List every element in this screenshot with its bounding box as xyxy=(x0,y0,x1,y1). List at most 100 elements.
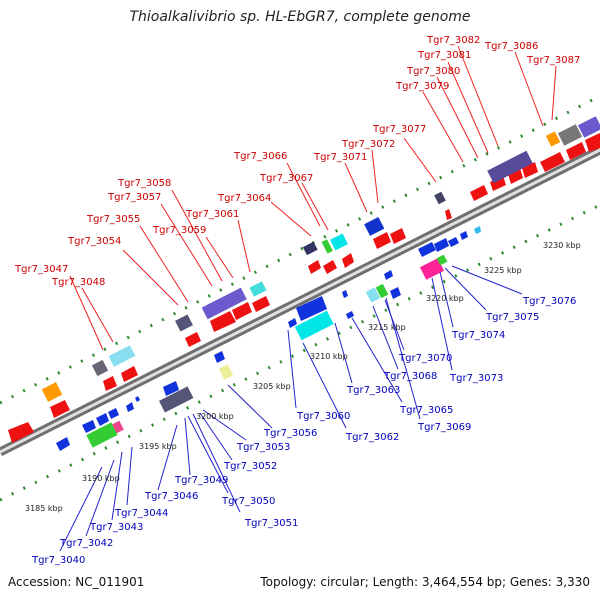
gene-label: Tgr7_3057 xyxy=(107,192,161,203)
top-gene-labels: Tgr7_3047 Tgr7_3048 Tgr7_3054 Tgr7_3055 … xyxy=(14,35,580,288)
gene-arrow xyxy=(8,422,34,443)
bottom-gene-labels: Tgr7_3040 Tgr7_3042 Tgr7_3043 Tgr7_3044 … xyxy=(31,296,576,566)
gene-arrow xyxy=(232,302,252,320)
accession-text: Accession: NC_011901 xyxy=(8,575,145,589)
gene-label: Tgr7_3044 xyxy=(114,508,168,519)
scale-label: 3195 kbp xyxy=(139,442,177,451)
gene-label: Tgr7_3081 xyxy=(417,50,471,61)
gene-arrow xyxy=(384,270,393,280)
reverse-feature-blocks xyxy=(86,254,448,448)
gene-arrow xyxy=(342,253,354,268)
gene-label: Tgr7_3071 xyxy=(313,152,367,163)
scale-label: 3220 kbp xyxy=(426,294,464,303)
gene-arrow xyxy=(474,226,481,234)
map-title: Thioalkalivibrio sp. HL-EbGR7, complete … xyxy=(129,9,471,25)
gene-arrow xyxy=(308,260,321,274)
gene-arrow xyxy=(126,402,134,412)
gene-arrow xyxy=(418,242,436,257)
reverse-guide-dots xyxy=(0,203,600,502)
scale-label: 3190 kbp xyxy=(82,474,120,483)
gene-label: Tgr7_3064 xyxy=(217,193,271,204)
top-leader-lines xyxy=(69,45,557,351)
gene-arrow xyxy=(566,142,586,160)
gene-arrow xyxy=(163,381,179,396)
scale-label: 3230 kbp xyxy=(543,241,581,250)
gene-label: Tgr7_3082 xyxy=(426,35,480,46)
gene-label: Tgr7_3066 xyxy=(233,151,287,162)
gene-label: Tgr7_3072 xyxy=(341,139,395,150)
gene-arrow xyxy=(103,376,117,391)
gene-label: Tgr7_3087 xyxy=(526,55,580,66)
gene-arrow xyxy=(434,238,449,252)
gene-arrow xyxy=(445,209,452,220)
gene-arrow xyxy=(135,396,140,402)
bottom-leader-lines xyxy=(59,265,523,552)
gene-label: Tgr7_3053 xyxy=(236,442,290,453)
gene-label: Tgr7_3079 xyxy=(395,81,449,92)
gene-label: Tgr7_3046 xyxy=(144,491,198,502)
gene-arrow xyxy=(522,162,538,178)
gene-label: Tgr7_3043 xyxy=(89,522,143,533)
gene-arrow xyxy=(82,420,96,433)
gene-label: Tgr7_3077 xyxy=(372,124,426,135)
scale-label: 3200 kbp xyxy=(196,412,234,421)
gene-arrow xyxy=(121,366,138,382)
gene-label: Tgr7_3073 xyxy=(449,373,503,384)
gene-label: Tgr7_3055 xyxy=(86,214,140,225)
gene-label: Tgr7_3042 xyxy=(59,538,113,549)
gene-arrow xyxy=(508,168,523,184)
gene-label: Tgr7_3070 xyxy=(398,353,452,364)
gene-arrow xyxy=(96,413,109,426)
gene-arrow xyxy=(50,400,70,418)
gene-arrow xyxy=(323,260,337,274)
gene-arrow xyxy=(214,351,225,363)
gene-arrow xyxy=(342,290,348,298)
reverse-gene-arrows xyxy=(56,226,481,451)
gene-arrow xyxy=(185,332,201,347)
gene-label: Tgr7_3060 xyxy=(296,411,350,422)
gene-label: Tgr7_3050 xyxy=(221,496,275,507)
gene-label: Tgr7_3040 xyxy=(31,555,85,566)
gene-label: Tgr7_3069 xyxy=(417,422,471,433)
scale-label: 3205 kbp xyxy=(253,382,291,391)
gene-label: Tgr7_3074 xyxy=(451,330,505,341)
genome-summary-text: Topology: circular; Length: 3,464,554 bp… xyxy=(260,575,590,589)
gene-label: Tgr7_3056 xyxy=(263,428,317,439)
gene-arrow xyxy=(56,437,70,451)
gene-arrow xyxy=(288,318,297,328)
scale-label: 3210 kbp xyxy=(310,352,348,361)
gene-arrow xyxy=(346,311,354,319)
gene-label: Tgr7_3065 xyxy=(399,405,453,416)
gene-arrow xyxy=(252,296,270,312)
forward-gene-arrows xyxy=(8,133,600,443)
gene-arrow xyxy=(390,228,406,244)
gene-label: Tgr7_3049 xyxy=(174,475,228,486)
gene-label: Tgr7_3058 xyxy=(117,178,171,189)
gene-label: Tgr7_3054 xyxy=(67,236,121,247)
gene-label: Tgr7_3075 xyxy=(485,312,539,323)
scale-label: 3215 kbp xyxy=(368,323,406,332)
gene-arrow xyxy=(210,311,236,332)
gene-label: Tgr7_3052 xyxy=(223,461,277,472)
gene-arrow xyxy=(460,231,468,240)
gene-arrow xyxy=(296,296,327,321)
gene-arrow xyxy=(470,185,488,201)
genome-backbone xyxy=(0,145,600,457)
gene-arrow xyxy=(448,237,459,247)
gene-arrow xyxy=(390,287,401,299)
gene-label: Tgr7_3076 xyxy=(522,296,576,307)
gene-arrow xyxy=(490,176,506,191)
gene-label: Tgr7_3086 xyxy=(484,41,538,52)
gene-label: Tgr7_3063 xyxy=(346,385,400,396)
gene-label: Tgr7_3048 xyxy=(51,277,105,288)
gene-label: Tgr7_3051 xyxy=(244,518,298,529)
gene-label: Tgr7_3068 xyxy=(383,371,437,382)
scale-label: 3225 kbp xyxy=(484,266,522,275)
gene-label: Tgr7_3080 xyxy=(406,66,460,77)
gene-label: Tgr7_3059 xyxy=(152,225,206,236)
gene-arrow xyxy=(108,408,119,419)
gene-label: Tgr7_3047 xyxy=(14,264,68,275)
forward-guide-dots xyxy=(0,94,600,405)
